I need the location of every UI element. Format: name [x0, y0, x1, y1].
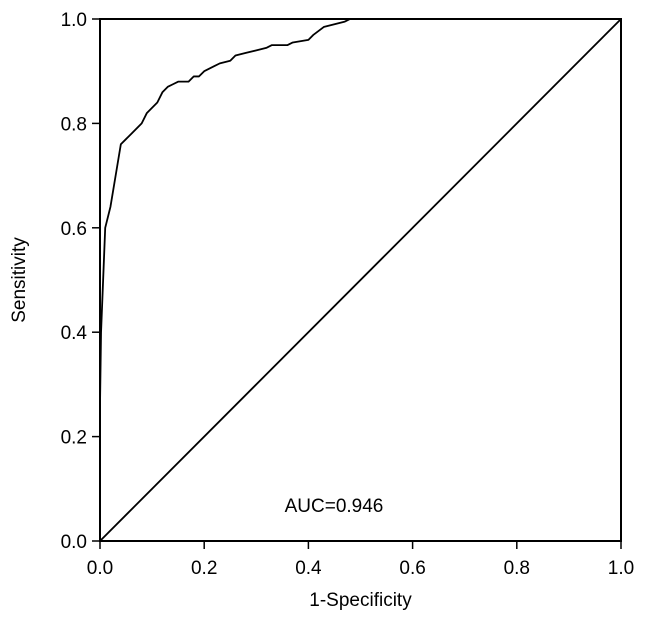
- x-tick-label: 0.0: [87, 558, 113, 579]
- plot-frame: [99, 18, 622, 542]
- y-tick-label: 1.0: [61, 10, 87, 31]
- x-tick-label: 0.2: [191, 558, 217, 579]
- y-axis-label: Sensitivity: [9, 237, 30, 323]
- ticks-layer: 0.0 0.2 0.4 0.6 0.8 1.0 0.0 0.2 0.4 0.6 0.8 1.0: [61, 10, 635, 579]
- x-axis-label: 1-Specificity: [309, 590, 412, 611]
- y-tick-label: 0.8: [61, 114, 87, 135]
- y-tick-label: 0.6: [61, 219, 87, 240]
- reference-diagonal-line: [99, 18, 622, 542]
- x-tick-label: 0.4: [295, 558, 322, 579]
- x-tick-label: 1.0: [608, 558, 634, 579]
- y-tick-label: 0.0: [61, 532, 87, 553]
- series-layer: [99, 18, 622, 542]
- x-tick-label: 0.6: [399, 558, 425, 579]
- x-tick-label: 0.8: [504, 558, 530, 579]
- roc-curve-line: [99, 18, 621, 541]
- y-tick-label: 0.2: [61, 428, 87, 449]
- auc-annotation: AUC=0.946: [285, 496, 384, 517]
- y-tick-label: 0.4: [61, 323, 88, 344]
